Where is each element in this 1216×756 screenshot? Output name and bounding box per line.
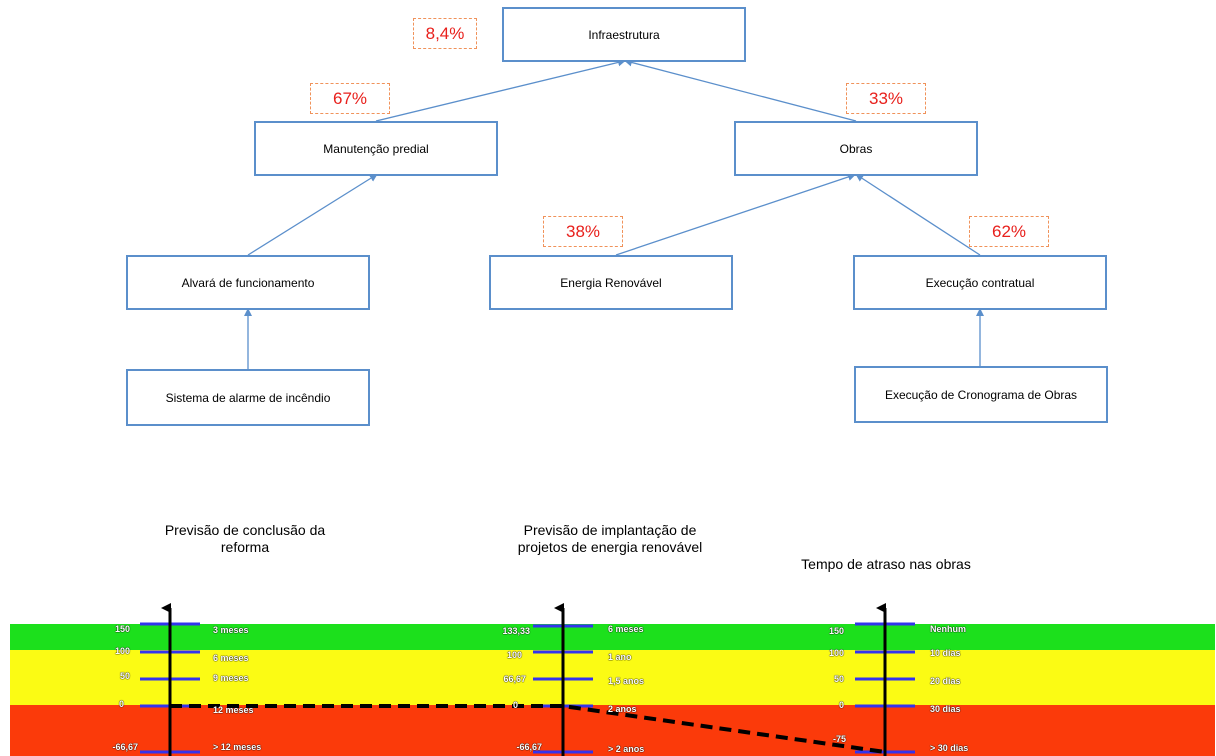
s3-tick-lbl-3: 30 dias	[930, 704, 961, 714]
s3-tick-lbl-1: 10 dias	[930, 648, 961, 658]
s2-tick-lbl-2: 1,5 anos	[608, 676, 645, 686]
s3-tick-lbl-0: Nenhum	[930, 624, 966, 634]
s2-tick-val-4: -66,67	[516, 742, 542, 752]
s3-tick-val-0: 150	[828, 626, 844, 636]
tree-connectors	[244, 58, 984, 369]
s3-tick-val-1: 100	[828, 648, 844, 658]
scale-title-reforma-line2: reforma	[220, 539, 270, 555]
s1-tick-lbl-3: 12 meses	[213, 705, 254, 715]
node-energia-renovavel: Energia Renovável	[489, 255, 733, 310]
s2-tick-lbl-3: 2 anos	[608, 704, 637, 714]
node-cronograma-obras: Execução de Cronograma de Obras	[854, 366, 1108, 423]
s1-tick-val-3: 0	[118, 699, 124, 709]
node-infraestrutura: Infraestrutura	[502, 7, 746, 62]
performance-profile-line	[170, 704, 886, 754]
s1-tick-lbl-4: > 12 meses	[213, 742, 262, 752]
s3-tick-lbl-5: > 30 dias	[930, 743, 969, 753]
s2-tick-lbl-1: 1 ano	[608, 652, 632, 662]
weight-execucao: 62%	[969, 216, 1049, 247]
connector-alvara-to-manutencao	[247, 173, 378, 256]
s2-tick-lbl-0: 6 meses	[608, 624, 644, 634]
s2-tick-val-3: 0	[512, 700, 518, 710]
weight-manutencao: 67%	[310, 83, 390, 114]
connector-manutencao-to-root	[375, 58, 626, 122]
connector-obras-to-root	[624, 58, 857, 122]
node-alvara: Alvará de funcionamento	[126, 255, 370, 310]
s2-tick-val-2: 66,67	[503, 674, 526, 684]
s2-tick-val-1: 100	[506, 650, 522, 660]
weight-root: 8,4%	[413, 18, 477, 49]
node-execucao-contratual: Execução contratual	[853, 255, 1107, 310]
s3-tick-val-3: 0	[838, 700, 844, 710]
s1-tick-val-2: 50	[119, 671, 130, 681]
band-yellow	[10, 650, 1215, 705]
s3-tick-val-4: -75	[832, 734, 846, 744]
weight-energia: 38%	[543, 216, 623, 247]
node-manutencao-predial: Manutenção predial	[254, 121, 498, 176]
s1-tick-val-1: 100	[114, 646, 130, 656]
node-obras: Obras	[734, 121, 978, 176]
s3-tick-lbl-2: 20 dias	[930, 676, 961, 686]
s2-tick-val-0: 133,33	[502, 626, 530, 636]
s1-tick-lbl-1: 6 meses	[213, 653, 249, 663]
scale-title-energia-line2: projetos de energia renovável	[517, 539, 703, 555]
s1-tick-val-4: -66,67	[112, 742, 138, 752]
scale-title-atraso: Tempo de atraso nas obras	[776, 556, 996, 573]
s3-tick-val-2: 50	[833, 674, 844, 684]
connector-energia-to-obras	[615, 173, 856, 256]
scale-title-atraso-line1: Tempo de atraso nas obras	[801, 556, 971, 572]
s1-tick-val-0: 150	[114, 624, 130, 634]
s1-tick-lbl-2: 9 meses	[213, 673, 249, 683]
band-green	[10, 624, 1215, 650]
weight-obras: 33%	[846, 83, 926, 114]
connector-execucao-to-obras	[855, 173, 981, 256]
scale-title-reforma: Previsão de conclusão da reforma	[135, 522, 355, 556]
scale-title-reforma-line1: Previsão de conclusão da	[164, 522, 326, 538]
s1-tick-lbl-0: 3 meses	[213, 625, 249, 635]
scale-title-energia-line1: Previsão de implantação de	[523, 522, 697, 538]
scale-title-energia: Previsão de implantação de projetos de e…	[500, 522, 720, 556]
s2-tick-lbl-4: > 2 anos	[608, 744, 645, 754]
node-alarme-incendio: Sistema de alarme de incêndio	[126, 369, 370, 426]
